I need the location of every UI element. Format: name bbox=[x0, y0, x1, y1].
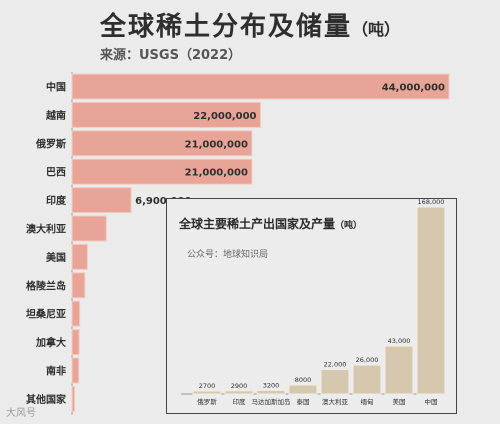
category-label: 巴西 bbox=[46, 167, 66, 179]
production-bar bbox=[416, 206, 446, 395]
production-category-label: 缅甸 bbox=[361, 397, 374, 406]
page-title: 全球稀土分布及储量（吨） bbox=[0, 6, 500, 43]
production-value-label: 43,000 bbox=[388, 337, 411, 345]
category-label: 美国 bbox=[46, 251, 66, 264]
value-label: 44,000,000 bbox=[382, 83, 445, 94]
production-value-label: 2900 bbox=[231, 382, 248, 390]
value-label: 6,900,000 bbox=[135, 196, 191, 207]
value-label: 21,000,000 bbox=[185, 168, 248, 179]
production-category-label: 印度 bbox=[233, 397, 247, 406]
inset-title: 全球主要稀土产出国家及产量（吨） bbox=[179, 215, 362, 232]
reserve-bar bbox=[71, 272, 86, 299]
production-bar bbox=[352, 364, 382, 395]
production-category-label: 马达加斯加岛 bbox=[252, 397, 291, 406]
production-bar bbox=[384, 345, 414, 395]
category-label: 其他国家 bbox=[26, 393, 67, 406]
reserve-bar bbox=[71, 215, 107, 242]
reserve-bar bbox=[71, 158, 253, 185]
production-category-label: 中国 bbox=[425, 397, 438, 406]
category-label: 南非 bbox=[46, 365, 66, 378]
production-inset-panel: 全球主要稀土产出国家及产量（吨） 公众号：地球知识局 2700 俄罗斯 2900 印度… bbox=[166, 198, 457, 414]
category-label: 越南 bbox=[45, 109, 66, 122]
reserve-bar bbox=[71, 187, 132, 214]
source-label: 来源：USGS（2022） bbox=[100, 48, 242, 63]
production-bar bbox=[288, 384, 318, 395]
category-label: 澳大利亚 bbox=[26, 223, 66, 236]
reserve-bar bbox=[71, 329, 80, 356]
production-value-label: 168,000 bbox=[418, 199, 445, 206]
reserve-bar bbox=[71, 243, 88, 270]
production-category-label: 美国 bbox=[393, 397, 406, 406]
production-category-label: 俄罗斯 bbox=[197, 397, 217, 406]
production-bar-chart: 2700 俄罗斯 2900 印度 3200 马达加斯加岛 8000 泰国 22,000 澳大利亚 2… bbox=[181, 199, 446, 406]
production-value-label: 26,000 bbox=[356, 356, 379, 364]
inset-title-text: 全球主要稀土产出国家及产量 bbox=[179, 217, 336, 231]
value-label: 21,000,000 bbox=[185, 139, 248, 150]
category-label: 中国 bbox=[46, 81, 66, 94]
title-text: 全球稀土分布及储量 bbox=[99, 12, 352, 42]
category-label: 印度 bbox=[46, 194, 67, 207]
watermark: 大风号 bbox=[6, 408, 36, 419]
reserve-bar bbox=[71, 357, 80, 384]
production-value-label: 2700 bbox=[199, 382, 216, 390]
reserve-bar bbox=[71, 300, 81, 327]
reserve-bar bbox=[71, 73, 450, 100]
title-unit: （吨） bbox=[352, 20, 401, 39]
production-bar bbox=[256, 389, 286, 395]
production-category-label: 泰国 bbox=[297, 397, 310, 406]
reserve-bar bbox=[71, 101, 261, 128]
production-value-label: 3200 bbox=[263, 381, 280, 389]
reserve-bar bbox=[71, 130, 253, 157]
production-bar bbox=[192, 390, 222, 395]
inset-title-unit: （吨） bbox=[335, 221, 363, 231]
production-bar bbox=[320, 369, 350, 395]
reserve-bar bbox=[71, 385, 76, 412]
category-label: 格陵兰岛 bbox=[26, 279, 66, 292]
category-label: 俄罗斯 bbox=[35, 137, 66, 150]
category-label: 加拿大 bbox=[35, 336, 66, 349]
value-label: 22,000,000 bbox=[193, 111, 256, 122]
production-value-label: 22,000 bbox=[324, 361, 347, 369]
inset-subtitle: 公众号：地球知识局 bbox=[187, 250, 269, 260]
category-label: 坦桑尼亚 bbox=[26, 308, 66, 321]
production-bar bbox=[224, 390, 254, 395]
production-category-label: 澳大利亚 bbox=[322, 397, 349, 406]
production-value-label: 8000 bbox=[295, 376, 312, 384]
